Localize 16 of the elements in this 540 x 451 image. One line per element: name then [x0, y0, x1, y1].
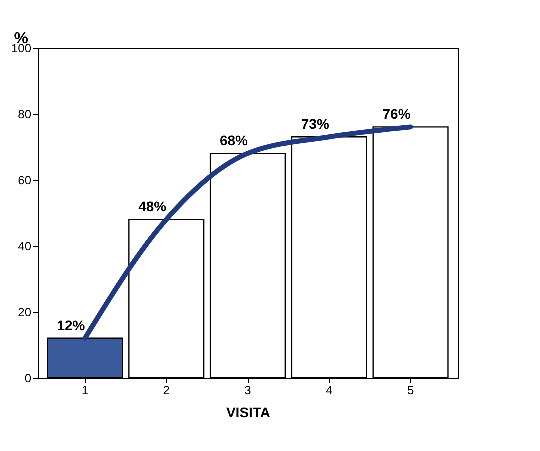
- x-tick-label: 2: [163, 384, 170, 398]
- y-tick-label: 0: [24, 372, 32, 386]
- x-tick-label: 1: [82, 384, 89, 398]
- y-tick-label: 20: [18, 306, 32, 320]
- data-label: 73%: [301, 116, 330, 132]
- y-tick-label: 80: [18, 108, 32, 122]
- data-label: 12%: [57, 317, 86, 334]
- x-tick-label: 5: [407, 384, 414, 398]
- x-axis-title: VISITA: [226, 404, 271, 420]
- x-tick-label: 3: [244, 384, 252, 398]
- y-tick-label: 40: [18, 240, 32, 254]
- data-label: 48%: [138, 198, 168, 215]
- y-tick-label: 60: [18, 174, 32, 188]
- data-label: 68%: [220, 132, 249, 149]
- x-tick-label: 4: [326, 384, 334, 398]
- data-label: 76%: [382, 106, 412, 122]
